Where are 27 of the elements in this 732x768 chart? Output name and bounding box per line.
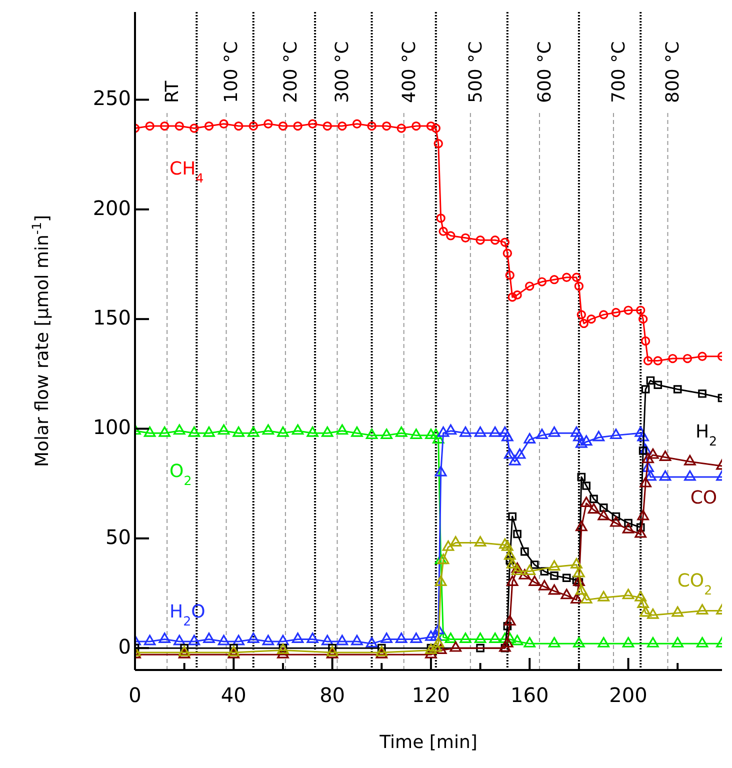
ref-line-label: RT bbox=[162, 80, 183, 103]
y-tick-label: 0 bbox=[118, 634, 131, 659]
y-tick-label: 100 bbox=[92, 415, 131, 440]
y-tick-label: 200 bbox=[92, 196, 131, 220]
ref-line-label: 800 °C bbox=[662, 41, 684, 103]
x-tick-label: 120 bbox=[412, 683, 450, 707]
ref-line-label: 700 °C bbox=[608, 41, 630, 103]
series-label: CO$_{2}$ bbox=[677, 570, 712, 598]
ref-line-label: 500 °C bbox=[465, 41, 486, 103]
y-tick-label: 150 bbox=[92, 306, 131, 330]
ref-line-label: 300 °C bbox=[332, 41, 354, 103]
series-label: CO bbox=[690, 487, 718, 508]
series-label: CH$_{4}$ bbox=[170, 158, 204, 185]
series-label: H$_{2}$ bbox=[696, 422, 718, 448]
ref-line-label: 400 °C bbox=[398, 41, 420, 103]
ref-line-label: 600 °C bbox=[534, 41, 556, 103]
y-tick-label: 250 bbox=[92, 86, 131, 110]
series-label: H$_{2}$O bbox=[170, 601, 206, 628]
x-axis-title: Time [min] bbox=[378, 732, 478, 753]
ref-line-label: 200 °C bbox=[280, 41, 302, 103]
ref-line-label: 100 °C bbox=[221, 41, 242, 103]
x-tick-label: 40 bbox=[220, 683, 246, 707]
x-tick-label: 160 bbox=[510, 683, 549, 707]
y-tick-label: 50 bbox=[106, 524, 131, 549]
series-label: O$_{2}$ bbox=[170, 460, 192, 488]
x-tick-label: 200 bbox=[609, 683, 648, 707]
x-tick-label: 80 bbox=[320, 683, 346, 707]
